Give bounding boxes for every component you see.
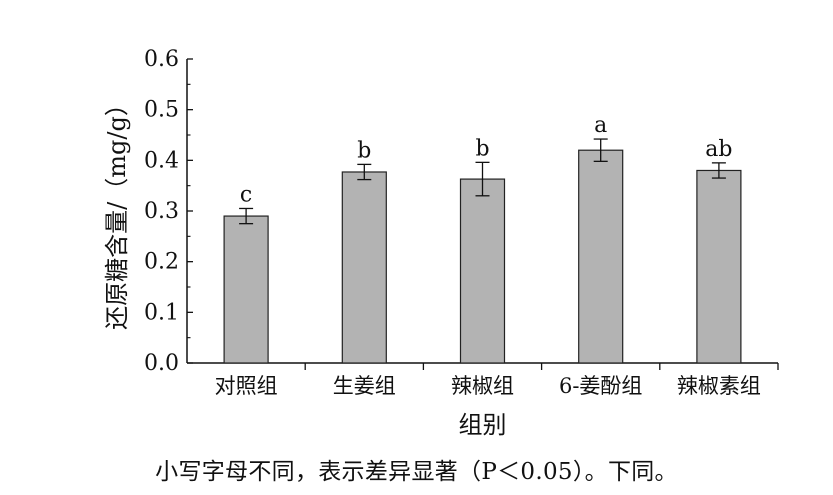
y-axis-title: 还原糖含量/（mg/g）: [103, 92, 131, 330]
y-tick-label: 0.3: [144, 199, 179, 224]
y-tick-label: 0.1: [144, 300, 179, 325]
bar-4: [578, 149, 624, 364]
bar-1: [223, 215, 269, 364]
category-label: 生姜组: [333, 374, 396, 398]
y-tick-label: 0.5: [144, 98, 179, 123]
category-label: 辣椒组: [451, 374, 514, 398]
bars: [223, 138, 742, 364]
x-axis-title: 组别: [459, 411, 507, 439]
significance-label: b: [357, 138, 371, 163]
significance-label: a: [594, 113, 607, 138]
category-label: 对照组: [215, 374, 278, 398]
significance-label: ab: [705, 137, 732, 162]
y-tick-label: 0.2: [144, 250, 179, 275]
significance-label: c: [240, 182, 252, 207]
bar-3: [459, 178, 506, 364]
figure-caption: 小写字母不同，表示差异显著（P＜0.05）。下同。: [155, 459, 678, 485]
bar-2: [341, 171, 387, 364]
y-tick-label: 0.0: [144, 351, 179, 376]
category-label: 6-姜酚组: [559, 374, 642, 398]
category-label: 辣椒素组: [677, 374, 761, 398]
labels: 0.0 0.1 0.2 0.3 0.4 0.5 0.6 c 对照组 b 生姜组 b 辣椒组 a 6-姜酚组 a…: [103, 47, 761, 439]
significance-label: b: [475, 136, 489, 161]
y-tick-label: 0.4: [144, 148, 179, 173]
bar-5: [696, 169, 742, 364]
y-tick-label: 0.6: [144, 47, 179, 72]
